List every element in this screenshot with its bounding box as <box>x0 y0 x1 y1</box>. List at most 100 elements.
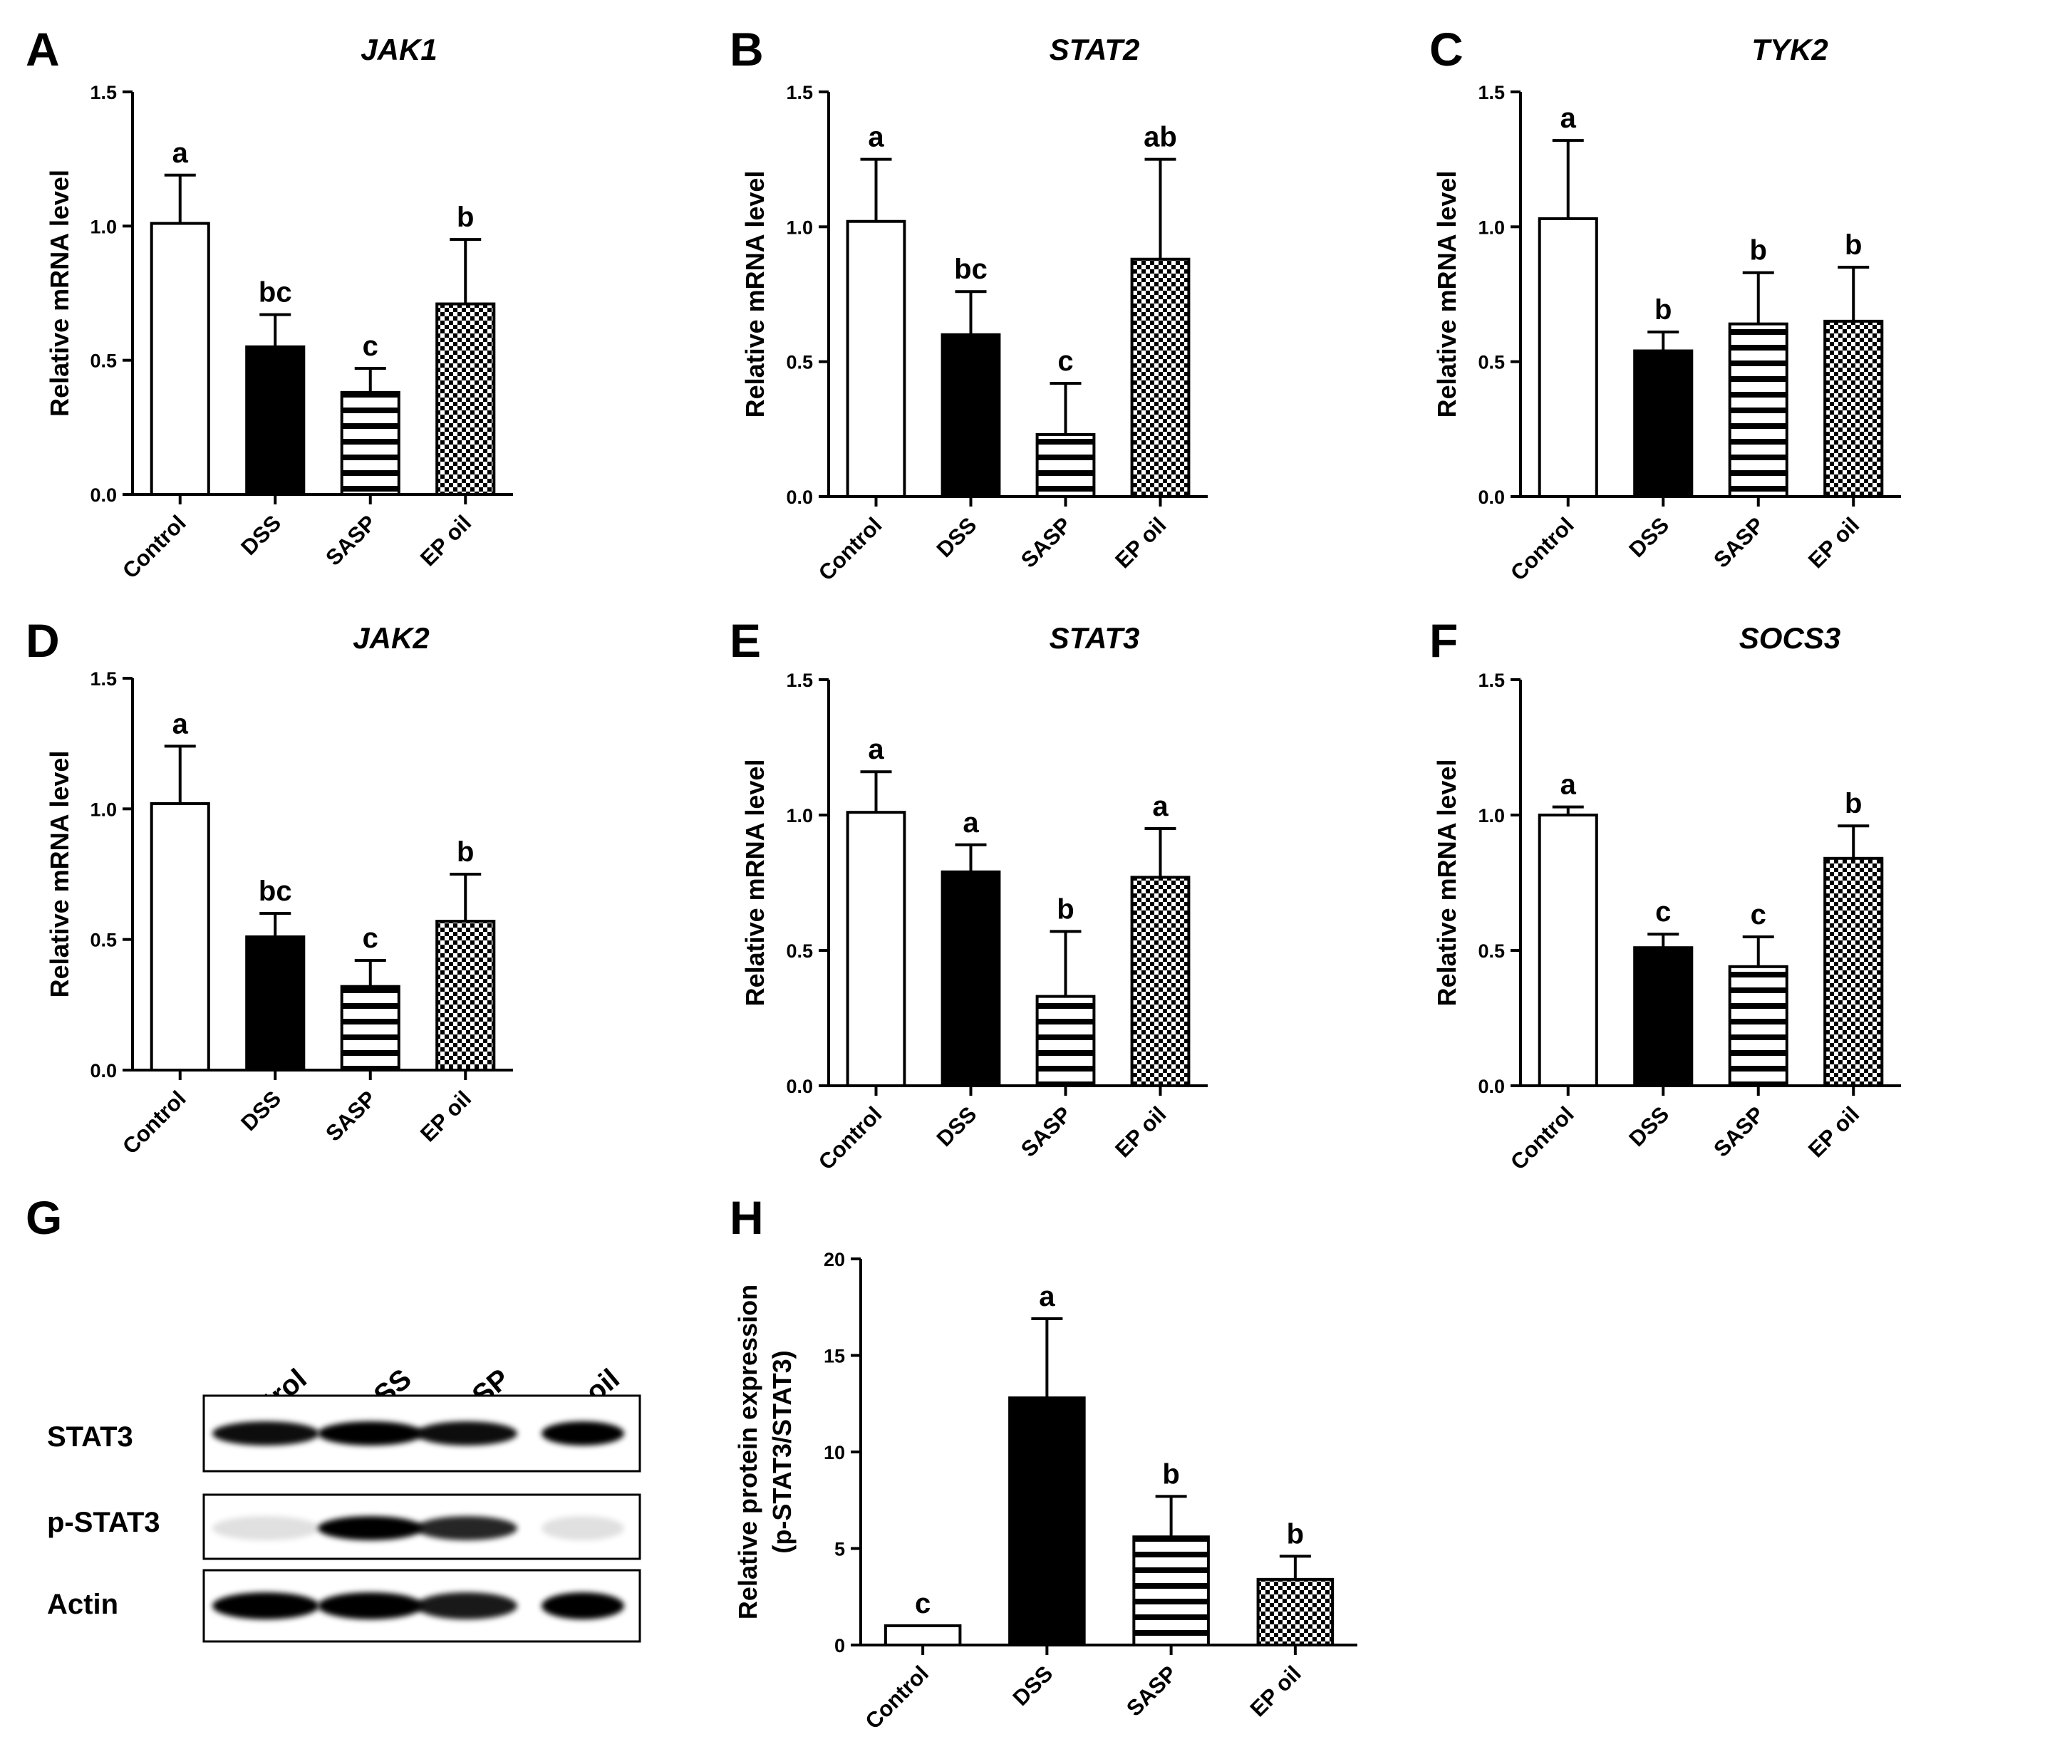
bar-b-ep-oil <box>1130 257 1191 498</box>
chart-title-e: STAT3 <box>1050 621 1140 655</box>
blot-row-label-actin: Actin <box>47 1589 118 1620</box>
blot-band-p-stat3-control <box>212 1516 319 1540</box>
x-tick-label-b-sasp: SASP <box>1016 512 1076 572</box>
x-tick-label-d-control: Control <box>118 1086 191 1159</box>
y-tick-label-a: 1.5 <box>90 82 117 103</box>
y-tick-label-h: 0 <box>834 1635 845 1656</box>
x-tick-label-h-dss: DSS <box>1007 1661 1057 1711</box>
y-axis-label-f: Relative mRNA level <box>1432 759 1461 1007</box>
y-axis-label-a: Relative mRNA level <box>45 170 74 417</box>
y-axis-label-h: Relative protein expression <box>733 1285 762 1619</box>
blot-band-actin-dss <box>318 1592 423 1619</box>
y-tick-label-b: 1.5 <box>786 82 813 103</box>
bar-e-control <box>846 811 906 1087</box>
x-tick-label-h-sasp: SASP <box>1122 1661 1181 1721</box>
bar-e-ep-oil <box>1130 876 1191 1088</box>
bar-h-ep-oil <box>1256 1577 1335 1647</box>
x-tick-label-h-ep-oil: EP oil <box>1245 1661 1306 1721</box>
chart-panel-h: H Relative protein expression (p-STAT3/STA… <box>730 1191 1357 1734</box>
x-tick-label-f-sasp: SASP <box>1709 1101 1768 1161</box>
blot-row-label-p-stat3: p-STAT3 <box>47 1507 160 1538</box>
panel-letter-d: D <box>26 614 60 667</box>
blot-band-p-stat3-dss <box>318 1516 423 1540</box>
x-tick-label-a-ep-oil: EP oil <box>415 510 476 571</box>
bar-f-dss <box>1633 946 1694 1087</box>
y-tick-label-h: 15 <box>824 1346 845 1367</box>
blot-band-actin-ep-oil <box>542 1592 624 1619</box>
significance-label-d-sasp: c <box>363 923 378 954</box>
chart-title-f: SOCS3 <box>1739 621 1840 655</box>
y-axis-label-d: Relative mRNA level <box>45 751 74 998</box>
chart-panel-e: E STAT3 Relative mRNA level 0.0 0.5 1.0 1.5 a Co… <box>730 614 1208 1175</box>
significance-label-f-dss: c <box>1655 896 1671 928</box>
y-tick-label-a: 0.5 <box>90 351 117 372</box>
x-tick-label-a-sasp: SASP <box>321 510 380 570</box>
y-tick-label-f: 0.5 <box>1478 940 1505 962</box>
significance-label-b-dss: bc <box>954 254 988 285</box>
y-tick-label-b: 0.5 <box>786 352 813 373</box>
x-tick-label-e-sasp: SASP <box>1016 1101 1076 1161</box>
y-axis-label-2-h: (p-STAT3/STAT3) <box>767 1350 797 1553</box>
panel-letter-b: B <box>730 23 764 76</box>
significance-label-a-sasp: c <box>363 331 378 362</box>
significance-label-h-dss: a <box>1039 1281 1055 1312</box>
x-tick-label-a-control: Control <box>118 510 191 583</box>
y-tick-label-f: 0.0 <box>1478 1076 1505 1097</box>
y-tick-label-c: 1.5 <box>1478 82 1505 103</box>
x-tick-label-d-sasp: SASP <box>321 1086 380 1146</box>
bar-h-dss <box>1008 1396 1086 1646</box>
bar-d-dss <box>245 935 306 1072</box>
x-tick-label-e-control: Control <box>814 1101 887 1175</box>
y-tick-label-d: 1.0 <box>90 799 117 820</box>
significance-label-f-ep-oil: b <box>1845 788 1862 819</box>
bar-h-control <box>884 1624 962 1646</box>
bar-h-sasp <box>1132 1535 1210 1646</box>
y-tick-label-h: 5 <box>834 1539 845 1560</box>
blot-band-stat3-dss <box>318 1421 423 1446</box>
chart-panel-a: A JAK1 Relative mRNA level 0.0 0.5 1.0 1.5 a Con… <box>26 23 513 583</box>
bar-a-dss <box>245 345 306 497</box>
x-tick-label-b-ep-oil: EP oil <box>1110 512 1171 573</box>
significance-label-h-control: c <box>915 1588 931 1619</box>
bar-b-control <box>846 219 906 498</box>
x-tick-label-e-ep-oil: EP oil <box>1110 1101 1171 1162</box>
significance-label-a-ep-oil: b <box>457 202 474 233</box>
significance-label-h-ep-oil: b <box>1287 1518 1304 1550</box>
significance-label-h-sasp: b <box>1162 1458 1179 1490</box>
x-tick-label-c-control: Control <box>1506 512 1579 586</box>
y-tick-label-c: 1.0 <box>1478 217 1505 238</box>
chart-title-c: TYK2 <box>1751 33 1828 66</box>
significance-label-c-dss: b <box>1654 294 1672 326</box>
significance-label-e-ep-oil: a <box>1152 791 1169 822</box>
significance-label-e-control: a <box>868 734 884 765</box>
bar-d-ep-oil <box>435 920 496 1072</box>
significance-label-d-dss: bc <box>259 876 292 907</box>
significance-label-f-control: a <box>1560 769 1577 801</box>
significance-label-d-ep-oil: b <box>457 836 474 868</box>
x-tick-label-d-dss: DSS <box>236 1086 286 1136</box>
significance-label-b-sasp: c <box>1057 346 1073 377</box>
x-tick-label-b-dss: DSS <box>932 512 982 562</box>
x-tick-label-c-dss: DSS <box>1624 512 1674 562</box>
bar-b-sasp <box>1035 432 1096 499</box>
bar-f-ep-oil <box>1823 856 1884 1088</box>
x-tick-label-h-control: Control <box>860 1661 933 1734</box>
y-tick-label-h: 20 <box>824 1249 845 1270</box>
chart-panel-b: B STAT2 Relative mRNA level 0.0 0.5 1.0 1.5 a Co… <box>730 23 1208 586</box>
x-tick-label-d-ep-oil: EP oil <box>415 1086 476 1146</box>
panel-letter-f: F <box>1429 614 1458 667</box>
blot-band-actin-sasp <box>416 1592 517 1619</box>
bar-b-dss <box>941 333 1001 498</box>
panel-letter-c: C <box>1429 23 1464 76</box>
y-tick-label-a: 0.0 <box>90 484 117 506</box>
y-tick-label-b: 0.0 <box>786 487 813 508</box>
y-tick-label-a: 1.0 <box>90 216 117 237</box>
chart-title-a: JAK1 <box>361 33 437 66</box>
bar-c-sasp <box>1728 322 1788 498</box>
blot-band-actin-control <box>212 1592 319 1619</box>
y-tick-label-e: 1.5 <box>786 670 813 691</box>
blot-band-p-stat3-sasp <box>416 1516 517 1540</box>
significance-label-b-control: a <box>868 122 884 153</box>
x-tick-label-c-ep-oil: EP oil <box>1803 512 1864 573</box>
y-tick-label-f: 1.0 <box>1478 805 1505 826</box>
